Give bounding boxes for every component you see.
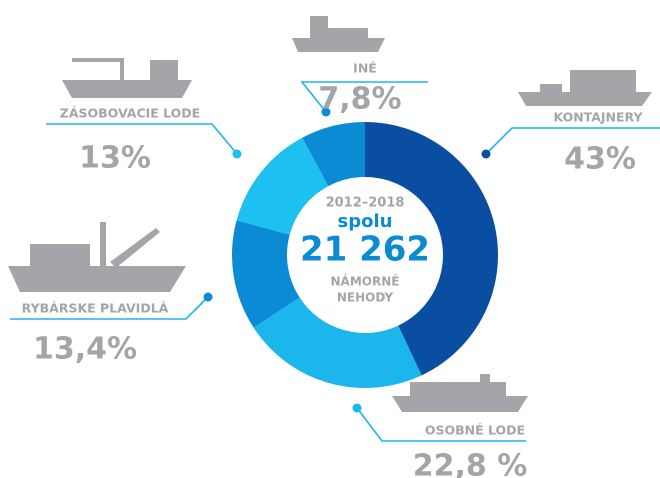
- value-label: 13%: [79, 141, 151, 176]
- leader-line: [356, 407, 526, 442]
- category-label: RYBÁRSKE PLAVIDLÁ: [22, 301, 169, 316]
- ship-icon-fishing: [8, 222, 186, 292]
- donut-segment: [253, 297, 422, 388]
- ship-icon-passenger: [392, 374, 528, 412]
- donut-segment: [365, 122, 498, 376]
- leader-dot: [232, 149, 242, 159]
- center-line: NÁMORNÉ: [331, 274, 400, 289]
- leader-line: [46, 123, 238, 155]
- ship-icon-containers: [518, 70, 652, 106]
- center-label: 2012–2018 spolu 21 262 NÁMORNÉ NEHODY: [300, 196, 430, 305]
- leader-dot: [321, 107, 331, 117]
- value-label: 22,8 %: [413, 449, 528, 478]
- category-label: ZÁSOBOVACIE LODE: [60, 106, 200, 121]
- leader-dot: [481, 149, 491, 159]
- period: 2012–2018: [326, 196, 405, 211]
- value-label: 13,4%: [33, 332, 137, 367]
- total-word: spolu: [338, 211, 393, 232]
- leader-line: [485, 127, 660, 155]
- leader-line: [300, 81, 428, 113]
- ship-icon-other: [292, 16, 385, 52]
- value-label: 43%: [564, 142, 636, 177]
- category-label: INÉ: [353, 61, 377, 76]
- donut-segment: [232, 220, 300, 328]
- donut-segment: [302, 122, 365, 187]
- leader-dot: [203, 292, 213, 302]
- leader-line: [10, 296, 209, 320]
- center-line: NEHODY: [337, 291, 394, 305]
- ship-icon-supply: [62, 58, 192, 98]
- category-label: OSOBNÉ LODE: [425, 423, 525, 438]
- total: 21 262: [300, 230, 430, 270]
- value-label: 7,8%: [318, 82, 401, 117]
- leader-dot: [352, 403, 362, 413]
- donut-segment: [236, 137, 329, 235]
- category-label: KONTAJNERY: [553, 110, 643, 125]
